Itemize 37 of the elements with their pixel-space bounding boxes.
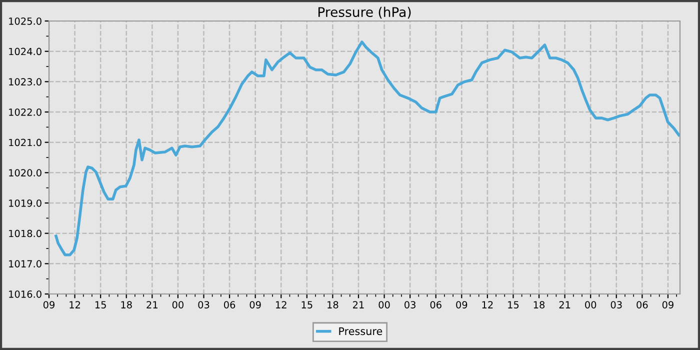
y-tick-label: 1020.0 [9, 169, 42, 176]
y-tick-label: 1016.0 [9, 290, 42, 298]
x-tick-label: 03 [404, 301, 416, 308]
x-tick-label: 12 [276, 301, 286, 308]
x-tick-label: 00 [172, 301, 184, 308]
y-tick-label: 1023.0 [9, 78, 42, 86]
x-tick-label: 15 [95, 301, 106, 308]
y-tick-label: 1025.0 [9, 17, 42, 25]
x-tick-label: 12 [482, 301, 493, 308]
x-tick-label: 09 [43, 301, 54, 308]
x-tick-label: 09 [662, 301, 674, 308]
y-tick-label: 1018.0 [9, 230, 42, 238]
x-tick-label: 12 [70, 301, 80, 308]
x-tick-label: 21 [559, 301, 570, 308]
x-tick-label: 21 [146, 301, 158, 308]
x-tick-label: 15 [508, 301, 519, 308]
x-tick-label: 15 [302, 301, 312, 308]
x-tick-label: 06 [430, 301, 442, 308]
x-tick-label: 09 [250, 301, 261, 308]
legend-label: Pressure [339, 327, 382, 336]
chart-title: Pressure (hPa) [318, 6, 411, 19]
y-tick-label: 1022.0 [9, 108, 42, 116]
x-tick-label: 09 [456, 301, 468, 308]
x-tick-label: 06 [636, 301, 648, 308]
x-tick-label: 00 [585, 301, 596, 308]
x-tick-label: 18 [121, 301, 132, 308]
x-tick-label: 03 [198, 301, 210, 308]
y-tick-label: 1019.0 [9, 199, 42, 207]
x-tick-label: 21 [353, 301, 364, 308]
x-tick-label: 18 [534, 301, 545, 308]
y-tick-label: 1021.0 [9, 138, 42, 146]
y-tick-label: 1024.0 [9, 48, 42, 56]
x-tick-label: 03 [610, 301, 622, 308]
x-tick-label: 18 [328, 301, 338, 308]
x-tick-label: 00 [378, 301, 390, 308]
x-tick-label: 06 [224, 301, 236, 308]
y-tick-label: 1017.0 [9, 260, 42, 268]
